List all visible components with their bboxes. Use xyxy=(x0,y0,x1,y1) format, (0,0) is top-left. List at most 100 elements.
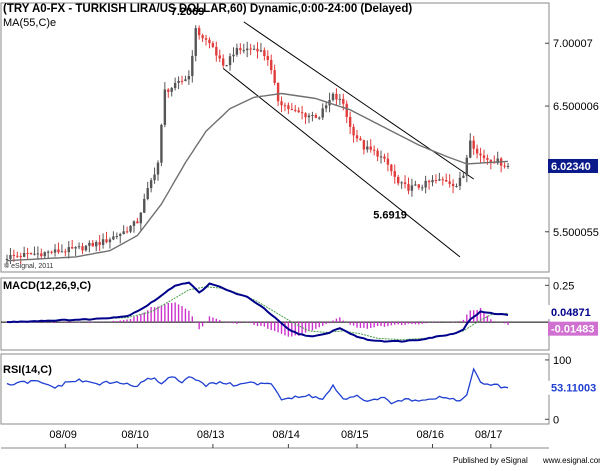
price-last-badge: 6.02340 xyxy=(548,158,598,173)
macd-ytick-label: 0.25 xyxy=(553,280,574,292)
candle xyxy=(362,139,366,155)
candle xyxy=(136,217,139,224)
x-tick-label: 08/14 xyxy=(272,429,300,441)
candles xyxy=(5,25,510,267)
candle xyxy=(170,86,173,97)
candle xyxy=(482,149,486,163)
candle xyxy=(50,250,53,255)
candle xyxy=(218,49,221,63)
candle xyxy=(414,180,417,187)
candle xyxy=(417,183,420,190)
candle xyxy=(225,64,228,67)
candle xyxy=(119,232,122,244)
candle xyxy=(400,181,403,189)
candle xyxy=(376,148,379,162)
candle xyxy=(215,41,218,62)
candle xyxy=(438,172,441,181)
candle xyxy=(458,171,462,191)
x-tick-label: 08/16 xyxy=(417,429,445,441)
rsi-ytick-label: 100 xyxy=(553,355,571,367)
candle xyxy=(263,47,266,61)
candle xyxy=(36,246,40,260)
candle xyxy=(81,242,84,255)
candle xyxy=(352,123,355,143)
candle xyxy=(26,247,29,261)
candle xyxy=(318,116,321,120)
candle xyxy=(424,175,427,194)
candle xyxy=(366,140,369,153)
candle xyxy=(304,112,307,125)
candle xyxy=(506,162,510,169)
candle xyxy=(211,41,215,49)
candle xyxy=(427,179,431,190)
candle xyxy=(232,47,235,63)
price-ytick-label: 7.00007 xyxy=(553,38,593,50)
panel-frame xyxy=(0,2,550,273)
candle xyxy=(324,101,328,113)
candle xyxy=(249,43,252,56)
candle xyxy=(64,248,67,257)
candle xyxy=(84,245,88,252)
footer-url[interactable]: www.esignal.com xyxy=(542,456,600,465)
footer-published: Published by eSignal xyxy=(453,456,528,465)
candle xyxy=(300,105,304,120)
candle xyxy=(311,111,314,122)
channel-line xyxy=(243,21,474,180)
candle xyxy=(259,42,263,53)
candle xyxy=(221,54,225,68)
candle xyxy=(441,176,445,186)
candle xyxy=(125,226,129,234)
candle xyxy=(503,162,506,169)
x-tick-label: 08/17 xyxy=(475,429,503,441)
candle xyxy=(434,174,438,184)
candle xyxy=(74,246,77,256)
candle xyxy=(403,175,407,189)
candle xyxy=(445,173,448,183)
candle xyxy=(101,233,105,249)
candle xyxy=(451,179,455,194)
candle xyxy=(129,225,132,234)
candle xyxy=(273,64,276,86)
candle xyxy=(372,145,376,156)
channel-line xyxy=(222,67,461,258)
candle xyxy=(321,103,324,120)
candle xyxy=(407,177,410,195)
candle xyxy=(355,129,359,143)
candle xyxy=(448,174,451,188)
candle xyxy=(108,237,112,249)
candle xyxy=(266,50,269,66)
candle xyxy=(465,154,469,183)
macd-histogram xyxy=(1,302,549,337)
candle xyxy=(348,111,352,135)
candle xyxy=(98,235,101,251)
candle xyxy=(228,53,232,71)
candle xyxy=(252,44,256,51)
candle xyxy=(91,240,94,247)
candle xyxy=(314,113,318,119)
candle xyxy=(167,88,170,98)
candle xyxy=(235,43,239,57)
candle xyxy=(163,82,167,128)
candle xyxy=(256,42,259,59)
candle xyxy=(40,248,43,259)
candle xyxy=(57,242,60,254)
macd-line xyxy=(6,281,509,343)
candle xyxy=(489,159,493,170)
x-tick-label: 08/10 xyxy=(121,429,149,441)
candle xyxy=(369,139,372,153)
candle xyxy=(410,178,414,197)
candle xyxy=(270,54,273,75)
candle xyxy=(22,246,26,258)
candle xyxy=(122,225,125,235)
candle xyxy=(345,100,348,124)
candle xyxy=(379,150,383,164)
macd-last-badge: 0.04871 xyxy=(548,304,598,319)
candle xyxy=(335,88,338,106)
candle xyxy=(475,144,479,159)
candle xyxy=(177,76,180,90)
rsi-ytick-label: 0 xyxy=(553,414,559,426)
candle xyxy=(173,77,177,91)
copyright-label: © eSignal, 2011 xyxy=(4,262,54,270)
candle xyxy=(5,254,9,267)
